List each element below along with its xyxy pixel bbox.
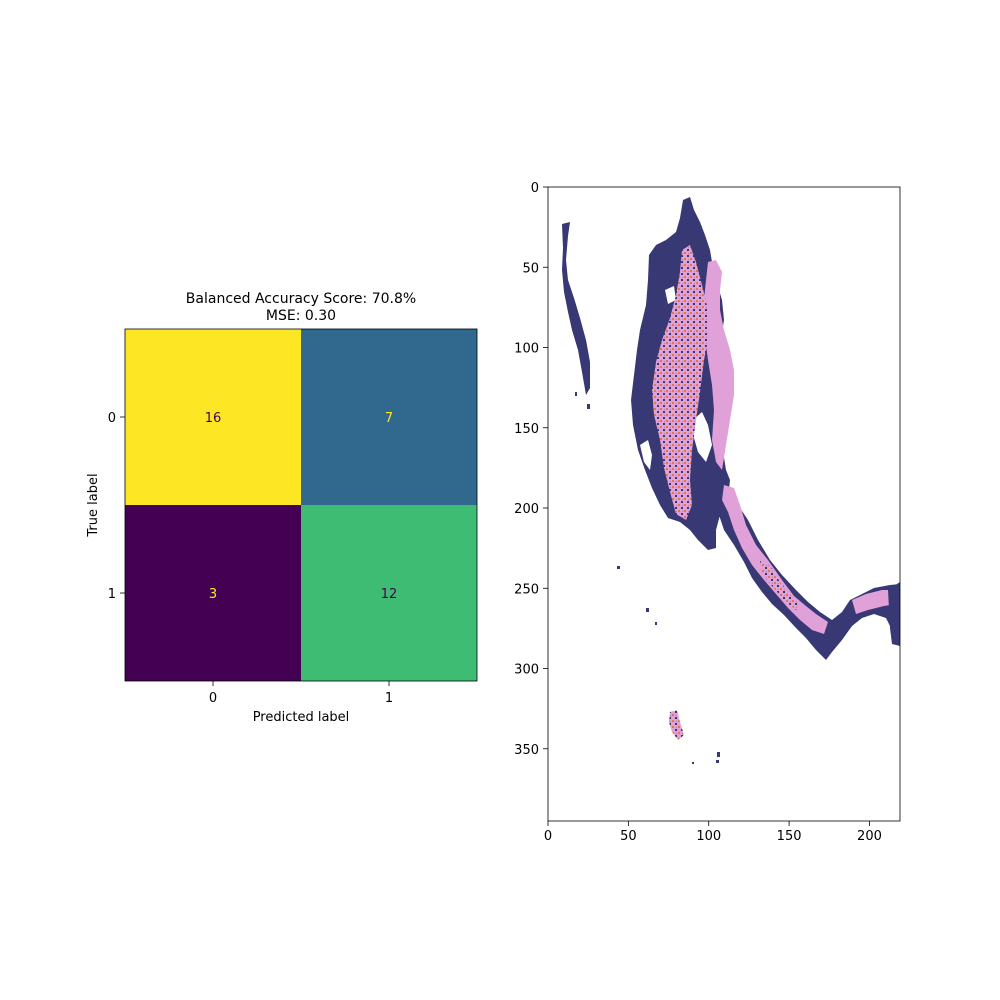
map-speck <box>717 752 720 757</box>
cm-cell-value: 3 <box>209 587 217 602</box>
cm-cell-value: 16 <box>205 411 222 426</box>
map-region-east-edge <box>888 582 900 646</box>
cm-title: Balanced Accuracy Score: 70.8% <box>186 291 416 307</box>
cm-ticks: 0 1 0 1 <box>108 411 393 706</box>
cm-x-tick-label: 1 <box>385 691 393 706</box>
map-speck <box>587 404 590 409</box>
cm-frame <box>124 328 478 682</box>
map-y-tick-label: 250 <box>514 582 539 597</box>
map-speck <box>617 566 620 569</box>
map-speck <box>575 392 577 396</box>
cm-ylabel: True label <box>86 473 101 537</box>
cm-cell <box>301 505 477 681</box>
cm-y-tick-label: 0 <box>108 411 116 426</box>
map-x-tick-label: 150 <box>777 829 802 844</box>
map-x-tick-label: 200 <box>857 829 882 844</box>
map-speck <box>655 622 657 625</box>
map-y-tick-label: 350 <box>514 743 539 758</box>
cm-cell <box>301 329 477 505</box>
cm-x-tick-label: 0 <box>209 691 217 706</box>
map-region-mixed-center <box>652 245 708 520</box>
map-x-tick-label: 100 <box>696 829 721 844</box>
cm-cell-value: 7 <box>385 411 393 426</box>
cm-cells: 16 7 3 12 <box>125 329 477 681</box>
confusion-matrix-panel: Balanced Accuracy Score: 70.8% MSE: 0.30… <box>86 291 478 725</box>
map-gap <box>665 286 676 304</box>
map-panel: 0 50 100 150 200 0 50 100 150 200 250 300 350 <box>514 181 901 844</box>
cm-cell <box>125 505 301 681</box>
map-y-tick-label: 100 <box>514 342 539 357</box>
map-region-west-strip <box>562 222 590 395</box>
map-x-tick-label: 0 <box>544 829 552 844</box>
map-y-tick-label: 50 <box>522 261 539 276</box>
map-speck <box>692 762 694 764</box>
map-region-island <box>669 710 684 740</box>
cm-xlabel: Predicted label <box>253 710 350 725</box>
cm-cell-value: 12 <box>381 587 398 602</box>
map-x-tick-label: 50 <box>620 829 637 844</box>
map-image <box>562 197 900 764</box>
map-region-south-bend <box>716 492 900 660</box>
map-region-pink-east-arm <box>852 590 898 614</box>
map-y-tick-label: 150 <box>514 422 539 437</box>
map-ticks: 0 50 100 150 200 0 50 100 150 200 250 300 350 <box>514 181 882 844</box>
map-y-tick-label: 200 <box>514 502 539 517</box>
map-region-pink-east <box>704 260 734 470</box>
map-speck <box>646 608 649 612</box>
map-frame <box>547 186 901 822</box>
cm-y-tick-label: 1 <box>108 587 116 602</box>
map-y-tick-label: 0 <box>531 181 539 196</box>
map-gap <box>640 440 652 470</box>
map-speck <box>716 760 719 763</box>
map-y-tick-label: 300 <box>514 663 539 678</box>
map-gap <box>693 412 712 462</box>
cm-subtitle: MSE: 0.30 <box>266 308 336 324</box>
cm-cell <box>125 329 301 505</box>
map-region-pink-south <box>722 485 828 634</box>
map-region-mixed-south <box>760 560 800 610</box>
